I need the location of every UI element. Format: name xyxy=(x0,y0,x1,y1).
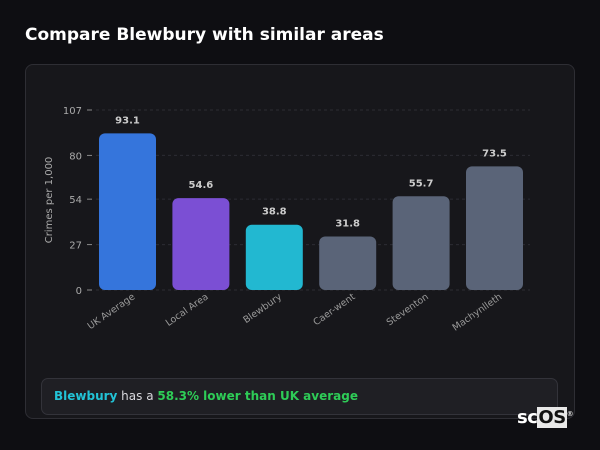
y-tick-label: 107 xyxy=(63,106,82,117)
bar xyxy=(466,166,523,290)
y-tick-label: 54 xyxy=(69,195,82,206)
bar xyxy=(245,224,303,290)
note-area: Blewbury xyxy=(54,389,118,403)
y-tick-label: 0 xyxy=(76,286,82,297)
bar xyxy=(99,133,156,290)
x-tick-label: Caer-went xyxy=(311,291,357,328)
x-tick-label: Blewbury xyxy=(241,291,284,326)
bar xyxy=(172,198,230,290)
data-label: 31.8 xyxy=(335,219,360,230)
data-label: 54.6 xyxy=(189,180,214,191)
y-tick-label: 27 xyxy=(69,241,82,252)
x-tick-label: Steventon xyxy=(385,291,431,328)
x-tick-label: Machynlleth xyxy=(451,291,505,333)
page-title: Compare Blewbury with similar areas xyxy=(25,25,384,45)
scos-logo: scOS® xyxy=(517,407,574,428)
comparison-note: Blewbury has a 58.3% lower than UK avera… xyxy=(41,378,558,415)
bar xyxy=(319,236,377,290)
bar xyxy=(392,196,450,290)
x-tick-label: UK Average xyxy=(86,291,138,332)
data-label: 38.8 xyxy=(262,207,287,218)
note-highlight: 58.3% lower than UK average xyxy=(157,389,358,403)
data-label: 55.7 xyxy=(409,178,434,189)
y-axis-label: Crimes per 1,000 xyxy=(44,157,55,244)
data-label: 73.5 xyxy=(482,148,507,159)
note-middle: has a xyxy=(117,389,158,403)
y-tick-label: 80 xyxy=(69,151,82,162)
data-label: 93.1 xyxy=(115,115,140,126)
x-tick-label: Local Area xyxy=(164,291,211,328)
